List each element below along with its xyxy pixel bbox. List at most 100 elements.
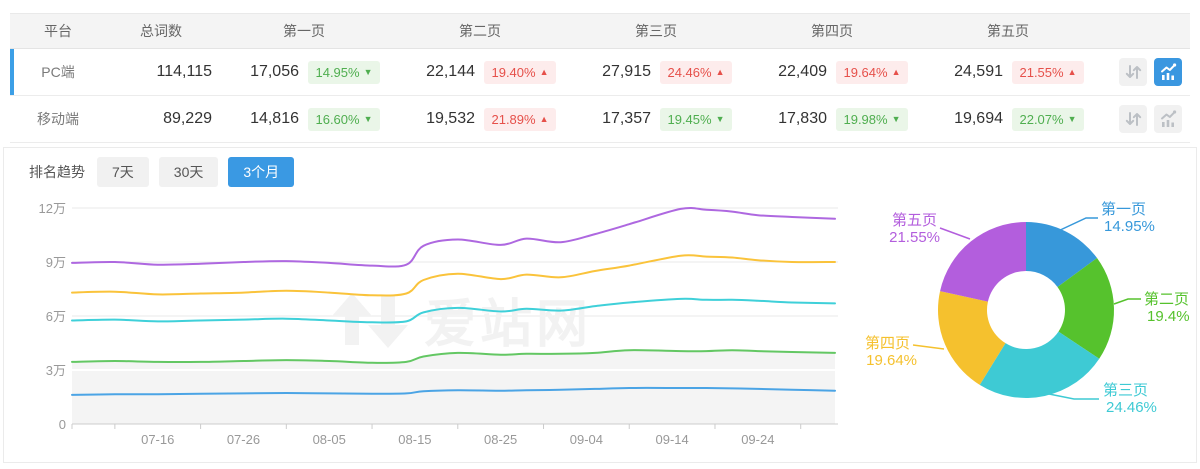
page1-cell: 14,816 16.60% ▼ [216, 107, 392, 131]
svg-text:第一页: 第一页 [1101, 200, 1146, 218]
svg-text:3万: 3万 [46, 363, 66, 378]
col-header-platform: 平台 [44, 23, 72, 39]
change-pct: 22.07% [1019, 111, 1064, 127]
change-badge: 19.64% ▲ [836, 60, 908, 84]
donut-slice-第三页 [979, 331, 1100, 398]
svg-text:爱站网: 爱站网 [424, 296, 592, 354]
line-chart-icon [1161, 110, 1177, 127]
change-pct: 24.46% [667, 64, 712, 80]
svg-text:6万: 6万 [46, 309, 66, 324]
donut-slice-第二页 [1057, 258, 1114, 359]
trend-arrow-icon: ▼ [1067, 113, 1077, 124]
change-badge: 22.07% ▼ [1012, 107, 1084, 131]
page2-cell: 19,532 21.89% ▲ [392, 107, 568, 131]
page-count: 27,915 [602, 63, 651, 80]
col-header-page5: 第五页 [987, 23, 1029, 39]
svg-text:07-16: 07-16 [141, 432, 174, 447]
trend-arrow-icon: ▲ [891, 66, 901, 77]
trend-line-chart[interactable]: 爱站网 0 3万 6万 9万 12万 07-16 07-26 08-05 08-15 08-25 09… [0, 148, 860, 462]
svg-text:07-26: 07-26 [227, 432, 260, 447]
change-badge: 19.45% ▼ [660, 107, 732, 131]
change-badge: 21.89% ▲ [484, 107, 556, 131]
svg-text:19.4%: 19.4% [1147, 308, 1190, 325]
platform-label: 移动端 [37, 111, 79, 127]
svg-text:09-24: 09-24 [741, 432, 774, 447]
page4-cell: 17,830 19.98% ▼ [744, 107, 920, 131]
page-count: 17,357 [602, 110, 651, 127]
donut-slice-第五页 [940, 222, 1026, 302]
svg-text:0: 0 [59, 417, 66, 432]
page-count: 24,591 [954, 63, 1003, 80]
page-count: 22,409 [778, 63, 827, 80]
col-header-page1: 第一页 [283, 23, 325, 39]
svg-text:第三页: 第三页 [1103, 381, 1148, 399]
svg-text:12万: 12万 [39, 201, 66, 216]
trend-arrow-icon: ▲ [539, 113, 549, 124]
svg-text:09-14: 09-14 [655, 432, 688, 447]
page-count: 17,830 [778, 110, 827, 127]
table-row-pc[interactable]: PC端 114,115 17,056 14.95% ▼ 22,144 19.40%… [10, 49, 1190, 96]
change-badge: 14.95% ▼ [308, 60, 380, 84]
trend-arrow-icon: ▲ [1067, 66, 1077, 77]
aizhan-watermark: 爱站网 [332, 293, 592, 354]
sort-arrows-icon [1125, 112, 1142, 126]
trend-arrow-icon: ▲ [715, 66, 725, 77]
col-header-page3: 第三页 [635, 23, 677, 39]
row-actions [1096, 105, 1190, 133]
col-header-total: 总词数 [140, 23, 182, 39]
page3-cell: 17,357 19.45% ▼ [568, 107, 744, 131]
change-pct: 14.95% [315, 64, 360, 80]
change-badge: 16.60% ▼ [308, 107, 380, 131]
row-actions [1096, 58, 1190, 86]
total-words: 89,229 [163, 110, 212, 127]
change-pct: 21.89% [491, 111, 536, 127]
page5-cell: 19,694 22.07% ▼ [920, 107, 1096, 131]
change-badge: 21.55% ▲ [1012, 60, 1084, 84]
tab-30days[interactable]: 30天 [158, 157, 219, 187]
page-count: 22,144 [426, 63, 475, 80]
page-count: 17,056 [250, 63, 299, 80]
svg-text:08-15: 08-15 [398, 432, 431, 447]
show-chart-button[interactable] [1154, 105, 1182, 133]
sort-arrows-icon [1125, 65, 1142, 79]
svg-text:19.64%: 19.64% [866, 352, 917, 369]
show-chart-button[interactable] [1154, 58, 1182, 86]
trend-arrow-icon: ▲ [539, 66, 549, 77]
svg-text:09-04: 09-04 [570, 432, 603, 447]
keyword-table: 平台 总词数 第一页 第二页 第三页 第四页 第五页 PC端 114,115 1… [10, 13, 1190, 143]
change-pct: 16.60% [315, 111, 360, 127]
table-row-mobile[interactable]: 移动端 89,229 14,816 16.60% ▼ 19,532 21.89% ▲… [10, 96, 1190, 143]
table-header-row: 平台 总词数 第一页 第二页 第三页 第四页 第五页 [10, 13, 1190, 49]
page-count: 19,532 [426, 110, 475, 127]
tab-7days[interactable]: 7天 [97, 157, 149, 187]
page-count: 19,694 [954, 110, 1003, 127]
trend-arrow-icon: ▼ [891, 113, 901, 124]
svg-text:第五页: 第五页 [892, 211, 937, 229]
page2-cell: 22,144 19.40% ▲ [392, 60, 568, 84]
donut-slice-第四页 [938, 291, 1006, 385]
svg-text:第四页: 第四页 [865, 334, 910, 352]
tab-3months[interactable]: 3个月 [228, 157, 295, 187]
sort-compare-button[interactable] [1119, 105, 1147, 133]
svg-text:21.55%: 21.55% [889, 229, 940, 246]
page3-cell: 27,915 24.46% ▲ [568, 60, 744, 84]
page1-cell: 17,056 14.95% ▼ [216, 60, 392, 84]
svg-text:08-25: 08-25 [484, 432, 517, 447]
col-header-page2: 第二页 [459, 23, 501, 39]
line-chart-icon [1161, 63, 1177, 80]
svg-text:24.46%: 24.46% [1106, 399, 1157, 416]
sort-compare-button[interactable] [1119, 58, 1147, 86]
change-badge: 24.46% ▲ [660, 60, 732, 84]
trend-header: 排名趋势 7天 30天 3个月 [29, 157, 295, 187]
svg-text:9万: 9万 [46, 255, 66, 270]
change-badge: 19.98% ▼ [836, 107, 908, 131]
donut-slice-第一页 [1026, 222, 1098, 287]
change-pct: 19.45% [667, 111, 712, 127]
change-pct: 19.40% [491, 64, 536, 80]
change-pct: 21.55% [1019, 64, 1064, 80]
trend-arrow-icon: ▼ [363, 113, 373, 124]
change-badge: 19.40% ▲ [484, 60, 556, 84]
page-count: 14,816 [250, 110, 299, 127]
